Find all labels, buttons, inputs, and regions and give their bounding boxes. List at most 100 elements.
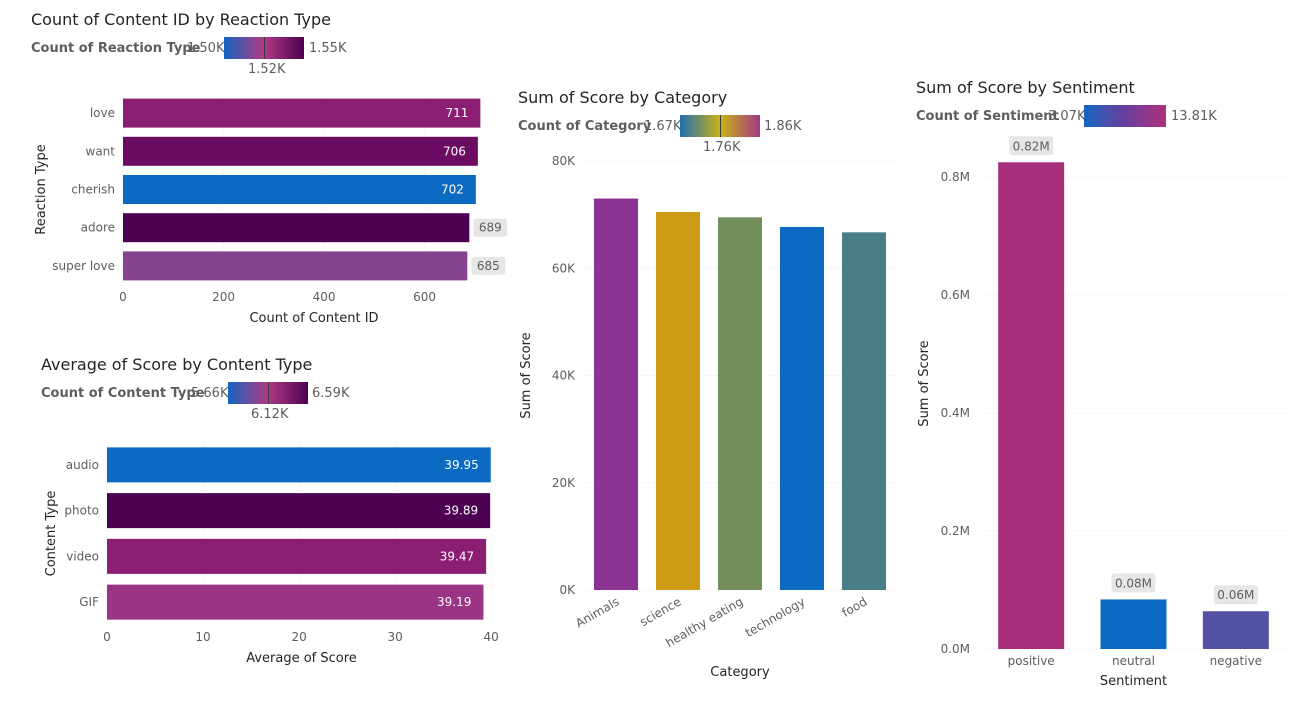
chart-title: Sum of Score by Category: [518, 88, 728, 107]
y-tick-label: 20K: [552, 476, 576, 490]
data-label: 39.47: [440, 549, 474, 563]
legend-name: Count of Category: [518, 119, 652, 134]
x-tick-label: 0: [119, 290, 127, 304]
x-axis-title: Sentiment: [1100, 674, 1167, 689]
x-tick-label: 400: [313, 290, 336, 304]
y-tick-label: cherish: [71, 183, 115, 197]
x-tick-label: Animals: [573, 594, 621, 630]
color-legend: Count of Content Type 5.66K 6.59K 6.12K: [41, 382, 371, 422]
y-tick-label: adore: [81, 221, 115, 235]
content-bar-chart: 0 10 20 30 40 audio 39.95 photo 39.89 video 39.47 G…: [44, 442, 499, 666]
y-axis-title: Reaction Type: [34, 144, 49, 234]
data-label-bg: [1111, 573, 1156, 593]
bar: [123, 213, 470, 243]
y-tick-label: 40K: [552, 369, 576, 383]
x-tick-label: negative: [1210, 654, 1262, 668]
data-label: 689: [479, 221, 502, 235]
color-legend: Count of Sentiment 3.07K 13.81K: [916, 105, 1246, 145]
legend-min: 1.67K: [644, 119, 682, 134]
legend-min: 3.07K: [1048, 109, 1086, 124]
y-tick-label: love: [90, 106, 115, 120]
x-tick-label: technology: [743, 594, 808, 639]
bar: [656, 211, 700, 590]
legend-mid-tick: [268, 382, 269, 404]
data-label-bg: [473, 218, 508, 237]
sentiment-chart-panel: Sum of Score by Sentiment Count of Senti…: [905, 68, 1294, 712]
data-label: 0.08M: [1115, 576, 1152, 590]
bar: [107, 584, 484, 620]
sentiment-bar-chart: 0.0M 0.2M 0.4M 0.6M 0.8M positive 0.82M neutral…: [917, 136, 1287, 689]
data-label: 39.89: [444, 504, 478, 518]
legend-max: 1.55K: [309, 41, 347, 56]
data-label: 711: [445, 106, 468, 120]
legend-max: 1.86K: [764, 119, 802, 134]
data-label: 702: [441, 183, 464, 197]
category-chart-panel: Sum of Score by Category Count of Catego…: [510, 78, 910, 712]
y-axis-title: Sum of Score: [519, 332, 534, 418]
chart-title: Sum of Score by Sentiment: [916, 78, 1135, 97]
x-axis-title: Count of Content ID: [249, 311, 378, 326]
x-tick-label: food: [840, 594, 870, 619]
x-axis-title: Category: [710, 665, 770, 680]
x-tick-label: 30: [388, 630, 403, 644]
y-tick-label: 0.4M: [941, 406, 970, 420]
data-label: 0.06M: [1217, 588, 1254, 602]
x-tick-label: neutral: [1112, 654, 1155, 668]
bar: [123, 136, 478, 166]
chart-title: Count of Content ID by Reaction Type: [31, 10, 331, 29]
bar: [594, 198, 638, 590]
content-chart-panel: Average of Score by Content Type Count o…: [0, 345, 520, 712]
y-axis-title: Content Type: [44, 491, 59, 577]
data-label-bg: [471, 256, 506, 275]
x-tick-label: science: [637, 594, 683, 629]
y-tick-label: GIF: [79, 595, 99, 609]
data-label: 39.19: [437, 595, 471, 609]
bar: [718, 217, 762, 590]
legend-name: Count of Content Type: [41, 386, 205, 401]
y-tick-label: 0.2M: [941, 524, 970, 538]
y-tick-label: photo: [64, 504, 99, 518]
bar: [998, 162, 1065, 649]
bar: [123, 175, 476, 204]
y-tick-label: want: [86, 144, 116, 158]
x-tick-label: 10: [195, 630, 210, 644]
bar: [107, 538, 487, 574]
x-tick-label: 600: [413, 290, 436, 304]
y-tick-label: 0K: [559, 583, 576, 597]
legend-mid: 1.76K: [703, 140, 741, 155]
legend-min: 5.66K: [191, 386, 229, 401]
bar: [107, 447, 491, 483]
color-legend: Count of Category 1.67K 1.86K 1.76K: [518, 115, 848, 155]
x-tick-label: 20: [291, 630, 306, 644]
chart-title: Average of Score by Content Type: [41, 355, 313, 374]
legend-max: 6.59K: [312, 386, 350, 401]
y-tick-label: 0.0M: [941, 642, 970, 656]
legend-max: 13.81K: [1171, 109, 1217, 124]
legend-name: Count of Reaction Type: [31, 41, 201, 56]
legend-gradient: [1084, 105, 1166, 127]
bar: [107, 493, 491, 529]
data-label-bg: [1213, 585, 1258, 605]
x-axis-title: Average of Score: [246, 651, 357, 666]
y-tick-label: audio: [66, 458, 99, 472]
bar: [842, 232, 886, 591]
bar: [123, 251, 468, 281]
y-tick-label: 0.6M: [941, 288, 970, 302]
data-label: 706: [443, 144, 466, 158]
x-tick-label: 200: [212, 290, 235, 304]
data-label: 0.82M: [1013, 139, 1050, 153]
x-tick-label: 40: [484, 630, 499, 644]
y-tick-label: 60K: [552, 261, 576, 275]
legend-mid-tick: [720, 115, 721, 137]
data-label-bg: [1009, 136, 1054, 156]
y-axis-title: Sum of Score: [917, 340, 932, 426]
legend-name: Count of Sentiment: [916, 109, 1059, 124]
reaction-bar-chart: 0 200 400 600 love 711 want 706 cherish 702 adore 6…: [34, 94, 508, 326]
bar: [780, 226, 824, 591]
legend-mid-tick: [264, 37, 265, 59]
x-tick-label: positive: [1008, 654, 1055, 668]
legend-mid: 1.52K: [248, 62, 286, 77]
data-label: 39.95: [444, 458, 478, 472]
bar: [1100, 599, 1167, 649]
